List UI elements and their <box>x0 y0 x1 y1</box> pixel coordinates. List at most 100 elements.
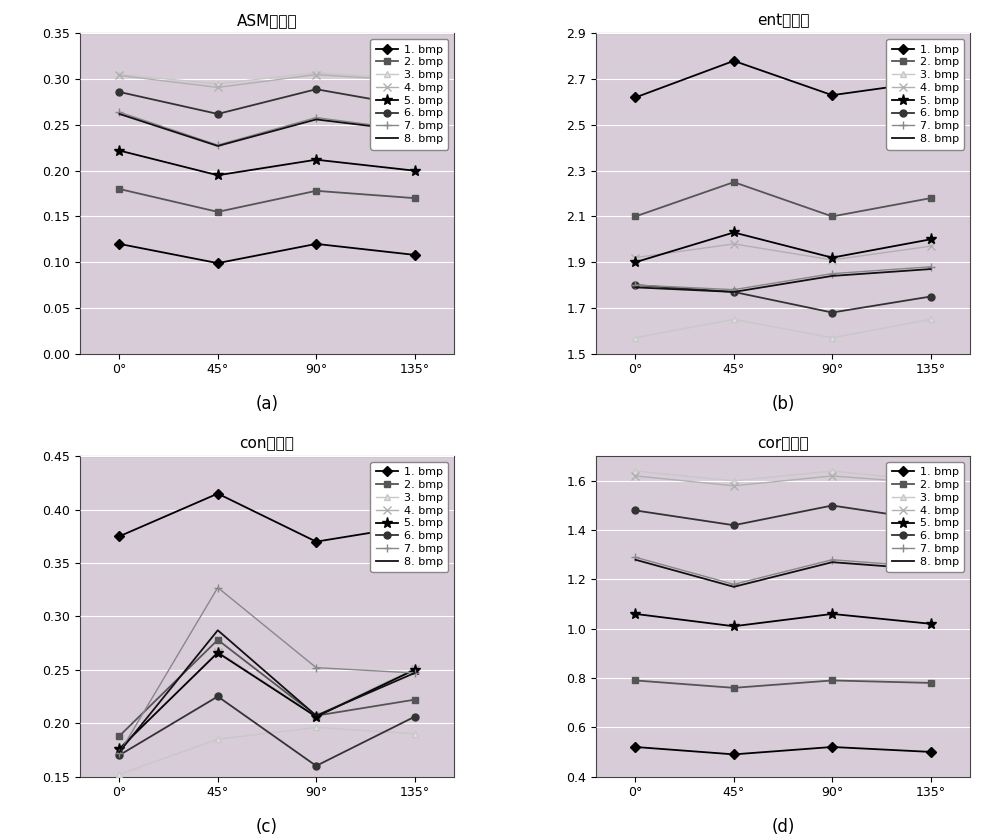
7. bmp <box>629 280 641 290</box>
Title: ASM计算値: ASM计算値 <box>237 13 297 28</box>
3. bmp <box>310 722 322 732</box>
2. bmp <box>212 635 224 645</box>
4. bmp <box>826 255 838 265</box>
1. bmp <box>629 742 641 752</box>
4. bmp <box>113 745 125 755</box>
2. bmp <box>212 207 224 217</box>
7. bmp <box>925 562 937 572</box>
Line: 6. bmp: 6. bmp <box>632 281 934 316</box>
Line: 2. bmp: 2. bmp <box>632 677 934 691</box>
2. bmp <box>728 683 740 693</box>
Line: 7. bmp: 7. bmp <box>631 263 935 294</box>
Legend: 1. bmp, 2. bmp, 3. bmp, 4. bmp, 5. bmp, 6. bmp, 7. bmp, 8. bmp: 1. bmp, 2. bmp, 3. bmp, 4. bmp, 5. bmp, … <box>370 462 448 572</box>
Line: 5. bmp: 5. bmp <box>114 647 420 754</box>
4. bmp <box>925 241 937 251</box>
3. bmp <box>925 315 937 325</box>
5. bmp <box>310 154 322 164</box>
4. bmp <box>826 471 838 481</box>
Line: 3. bmp: 3. bmp <box>116 724 418 778</box>
2. bmp <box>826 676 838 686</box>
3. bmp <box>212 78 224 89</box>
3. bmp <box>629 332 641 342</box>
Line: 7. bmp: 7. bmp <box>115 584 419 757</box>
1. bmp <box>409 520 421 530</box>
6. bmp <box>826 307 838 317</box>
2. bmp <box>925 193 937 203</box>
6. bmp <box>310 761 322 771</box>
1. bmp <box>113 531 125 541</box>
1. bmp <box>728 749 740 759</box>
1. bmp <box>629 93 641 103</box>
4. bmp <box>629 471 641 481</box>
5. bmp <box>925 235 937 245</box>
5. bmp <box>409 165 421 175</box>
5. bmp <box>925 619 937 629</box>
6. bmp <box>409 711 421 721</box>
1. bmp <box>212 488 224 498</box>
7. bmp <box>212 583 224 593</box>
Legend: 1. bmp, 2. bmp, 3. bmp, 4. bmp, 5. bmp, 6. bmp, 7. bmp, 8. bmp: 1. bmp, 2. bmp, 3. bmp, 4. bmp, 5. bmp, … <box>886 462 964 572</box>
3. bmp <box>113 769 125 779</box>
5. bmp <box>212 648 224 658</box>
Legend: 1. bmp, 2. bmp, 3. bmp, 4. bmp, 5. bmp, 6. bmp, 7. bmp, 8. bmp: 1. bmp, 2. bmp, 3. bmp, 4. bmp, 5. bmp, … <box>370 39 448 149</box>
6. bmp <box>826 500 838 510</box>
Line: 3. bmp: 3. bmp <box>116 69 418 87</box>
Line: 6. bmp: 6. bmp <box>116 86 418 118</box>
8. bmp <box>113 109 125 119</box>
6. bmp <box>629 505 641 515</box>
Line: 4. bmp: 4. bmp <box>631 472 935 490</box>
Text: (c): (c) <box>256 818 278 835</box>
Title: con计算値: con计算値 <box>240 436 294 451</box>
6. bmp <box>212 691 224 701</box>
Line: 3. bmp: 3. bmp <box>632 316 934 342</box>
7. bmp <box>728 579 740 590</box>
3. bmp <box>409 729 421 739</box>
8. bmp <box>212 625 224 635</box>
2. bmp <box>409 695 421 705</box>
4. bmp <box>113 70 125 80</box>
Text: (d): (d) <box>771 818 795 835</box>
Line: 1. bmp: 1. bmp <box>116 490 418 545</box>
5. bmp <box>629 257 641 267</box>
Line: 5. bmp: 5. bmp <box>114 145 420 181</box>
7. bmp <box>826 554 838 564</box>
Text: (a): (a) <box>255 395 278 413</box>
4. bmp <box>310 69 322 79</box>
Line: 6. bmp: 6. bmp <box>116 693 418 769</box>
1. bmp <box>409 250 421 260</box>
7. bmp <box>925 261 937 271</box>
5. bmp <box>212 170 224 180</box>
Line: 5. bmp: 5. bmp <box>630 609 936 632</box>
6. bmp <box>925 291 937 301</box>
8. bmp <box>728 287 740 297</box>
1. bmp <box>212 258 224 268</box>
6. bmp <box>310 84 322 94</box>
Line: 2. bmp: 2. bmp <box>116 636 418 740</box>
Line: 4. bmp: 4. bmp <box>115 70 419 92</box>
Text: (b): (b) <box>771 395 795 413</box>
Line: 2. bmp: 2. bmp <box>116 185 418 215</box>
8. bmp <box>629 554 641 564</box>
1. bmp <box>826 90 838 100</box>
1. bmp <box>310 239 322 249</box>
7. bmp <box>826 269 838 279</box>
7. bmp <box>629 552 641 562</box>
5. bmp <box>113 744 125 754</box>
4. bmp <box>925 478 937 488</box>
7. bmp <box>409 668 421 678</box>
Line: 4. bmp: 4. bmp <box>631 240 935 264</box>
7. bmp <box>212 140 224 150</box>
3. bmp <box>310 68 322 78</box>
Line: 8. bmp: 8. bmp <box>635 559 931 587</box>
4. bmp <box>728 481 740 491</box>
2. bmp <box>629 676 641 686</box>
2. bmp <box>728 177 740 187</box>
8. bmp <box>925 564 937 574</box>
Line: 1. bmp: 1. bmp <box>116 240 418 266</box>
5. bmp <box>826 253 838 263</box>
6. bmp <box>113 87 125 97</box>
7. bmp <box>113 748 125 758</box>
8. bmp <box>212 141 224 151</box>
Line: 4. bmp: 4. bmp <box>115 647 419 754</box>
6. bmp <box>212 109 224 119</box>
